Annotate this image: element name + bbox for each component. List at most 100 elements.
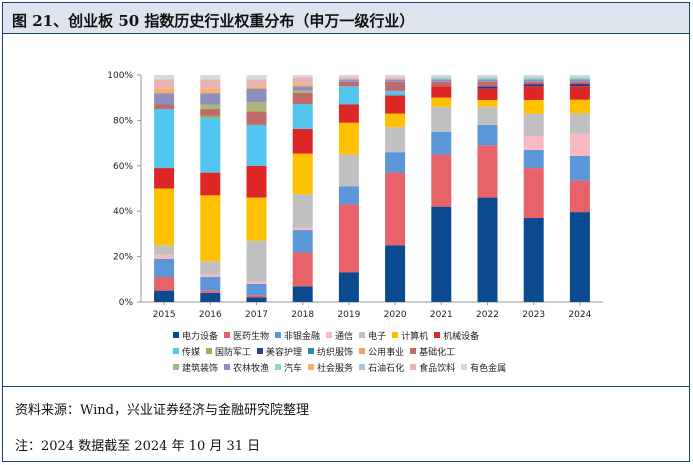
bar-segment	[200, 274, 221, 278]
legend-swatch	[206, 348, 213, 354]
bar-segment	[200, 75, 221, 80]
bar-segment	[246, 283, 267, 296]
legend-label: 非银金融	[284, 331, 321, 342]
y-tick-label: 60%	[113, 162, 133, 172]
bar-segment	[338, 186, 359, 205]
legend-item: 汽车	[275, 361, 302, 374]
legend-label: 电力设备	[182, 331, 219, 342]
legend-label: 食品饮料	[419, 363, 456, 374]
bar-segment	[569, 99, 590, 114]
y-tick-label: 80%	[113, 116, 133, 126]
bar-segment	[292, 227, 313, 231]
bar-segment	[200, 290, 221, 293]
legend-swatch	[224, 364, 231, 370]
bar-segment	[477, 197, 498, 302]
bar-segment	[154, 109, 175, 169]
legend-swatch	[308, 364, 315, 370]
legend-label: 电子	[368, 331, 387, 342]
bar-segment	[431, 75, 452, 78]
bar-segment	[292, 230, 313, 253]
bar-segment	[154, 75, 175, 80]
bar-segment	[523, 86, 544, 100]
legend-swatch	[326, 332, 333, 338]
bar-segment	[477, 145, 498, 198]
bar-segment	[246, 75, 267, 80]
legend-label: 纺织服饰	[317, 347, 354, 358]
bar-segment	[523, 75, 544, 78]
legend-label: 医药生物	[233, 331, 270, 342]
legend-item: 石油石化	[359, 361, 404, 374]
bar-segment	[338, 272, 359, 302]
legend-row: 传媒 国防军工 美容护理 纺织服饰 公用事业 基础化工	[173, 343, 583, 359]
bar-segment	[200, 79, 221, 89]
x-tick-label: 2024	[568, 310, 591, 320]
bar-segment	[200, 195, 221, 262]
legend-label: 农林牧渔	[233, 363, 270, 374]
note-text: 注：2024 数据截至 2024 年 10 月 31 日	[15, 439, 261, 454]
legend-swatch	[173, 364, 179, 370]
x-tick-label: 2018	[291, 310, 314, 320]
bar-segment	[338, 79, 359, 82]
legend-item: 美容护理	[257, 345, 302, 358]
bar-segment	[246, 124, 267, 166]
bar-segment	[385, 90, 406, 96]
bar-segment	[385, 79, 406, 82]
legend-item: 机械设备	[434, 329, 479, 342]
legend-swatch	[410, 364, 417, 370]
bar-segment	[431, 206, 452, 302]
bar-segment	[246, 102, 267, 112]
legend-item: 计算机	[392, 329, 428, 342]
legend-label: 汽车	[284, 363, 303, 374]
bar-segment	[292, 286, 313, 302]
bar-segment	[246, 88, 267, 103]
legend-item: 通信	[326, 329, 353, 342]
legend-swatch	[308, 348, 315, 354]
bar-segment	[569, 81, 590, 84]
bar-segment	[292, 194, 313, 228]
legend-item: 食品饮料	[410, 361, 455, 374]
bar-segment	[431, 131, 452, 155]
legend-swatch	[392, 332, 399, 338]
bar-segment	[338, 86, 359, 105]
legend-label: 基础化工	[419, 347, 456, 358]
bar-segment	[154, 188, 175, 246]
bar-segment	[200, 109, 221, 116]
bar-segment	[246, 281, 267, 284]
chart-bars	[154, 75, 590, 302]
bar-segment	[569, 133, 590, 156]
bar-segment	[246, 297, 267, 302]
bar-segment	[569, 75, 590, 78]
bar-segment	[292, 153, 313, 195]
bar-segment	[431, 106, 452, 132]
bar-segment	[385, 75, 406, 78]
legend-swatch	[359, 364, 366, 370]
legend-label: 有色金属	[470, 363, 507, 374]
bar-segment	[431, 154, 452, 207]
legend-label: 计算机	[401, 331, 429, 342]
bar-segment	[431, 79, 452, 82]
bar-segment	[292, 75, 313, 78]
legend-item: 医药生物	[224, 329, 269, 342]
bar-segment	[385, 81, 406, 91]
y-tick-label: 20%	[113, 253, 133, 263]
legend-swatch	[173, 348, 179, 354]
legend-swatch	[461, 364, 468, 370]
bar-segment	[246, 79, 267, 87]
bar-segment	[569, 180, 590, 213]
bar-segment	[523, 218, 544, 302]
legend-label: 机械设备	[443, 331, 480, 342]
bar-segment	[154, 93, 175, 105]
bar-segment	[523, 149, 544, 169]
bar-segment	[477, 81, 498, 87]
legend-label: 石油石化	[368, 363, 405, 374]
bar-segment	[200, 93, 221, 105]
bar-segment	[385, 172, 406, 246]
bar-segment	[154, 254, 175, 259]
bar-segment	[292, 92, 313, 105]
bar-segment	[477, 106, 498, 125]
bar-segment	[292, 104, 313, 129]
bar-segment	[338, 204, 359, 273]
bar-segment	[385, 77, 406, 80]
legend-swatch	[275, 332, 282, 338]
legend-item: 公用事业	[359, 345, 404, 358]
